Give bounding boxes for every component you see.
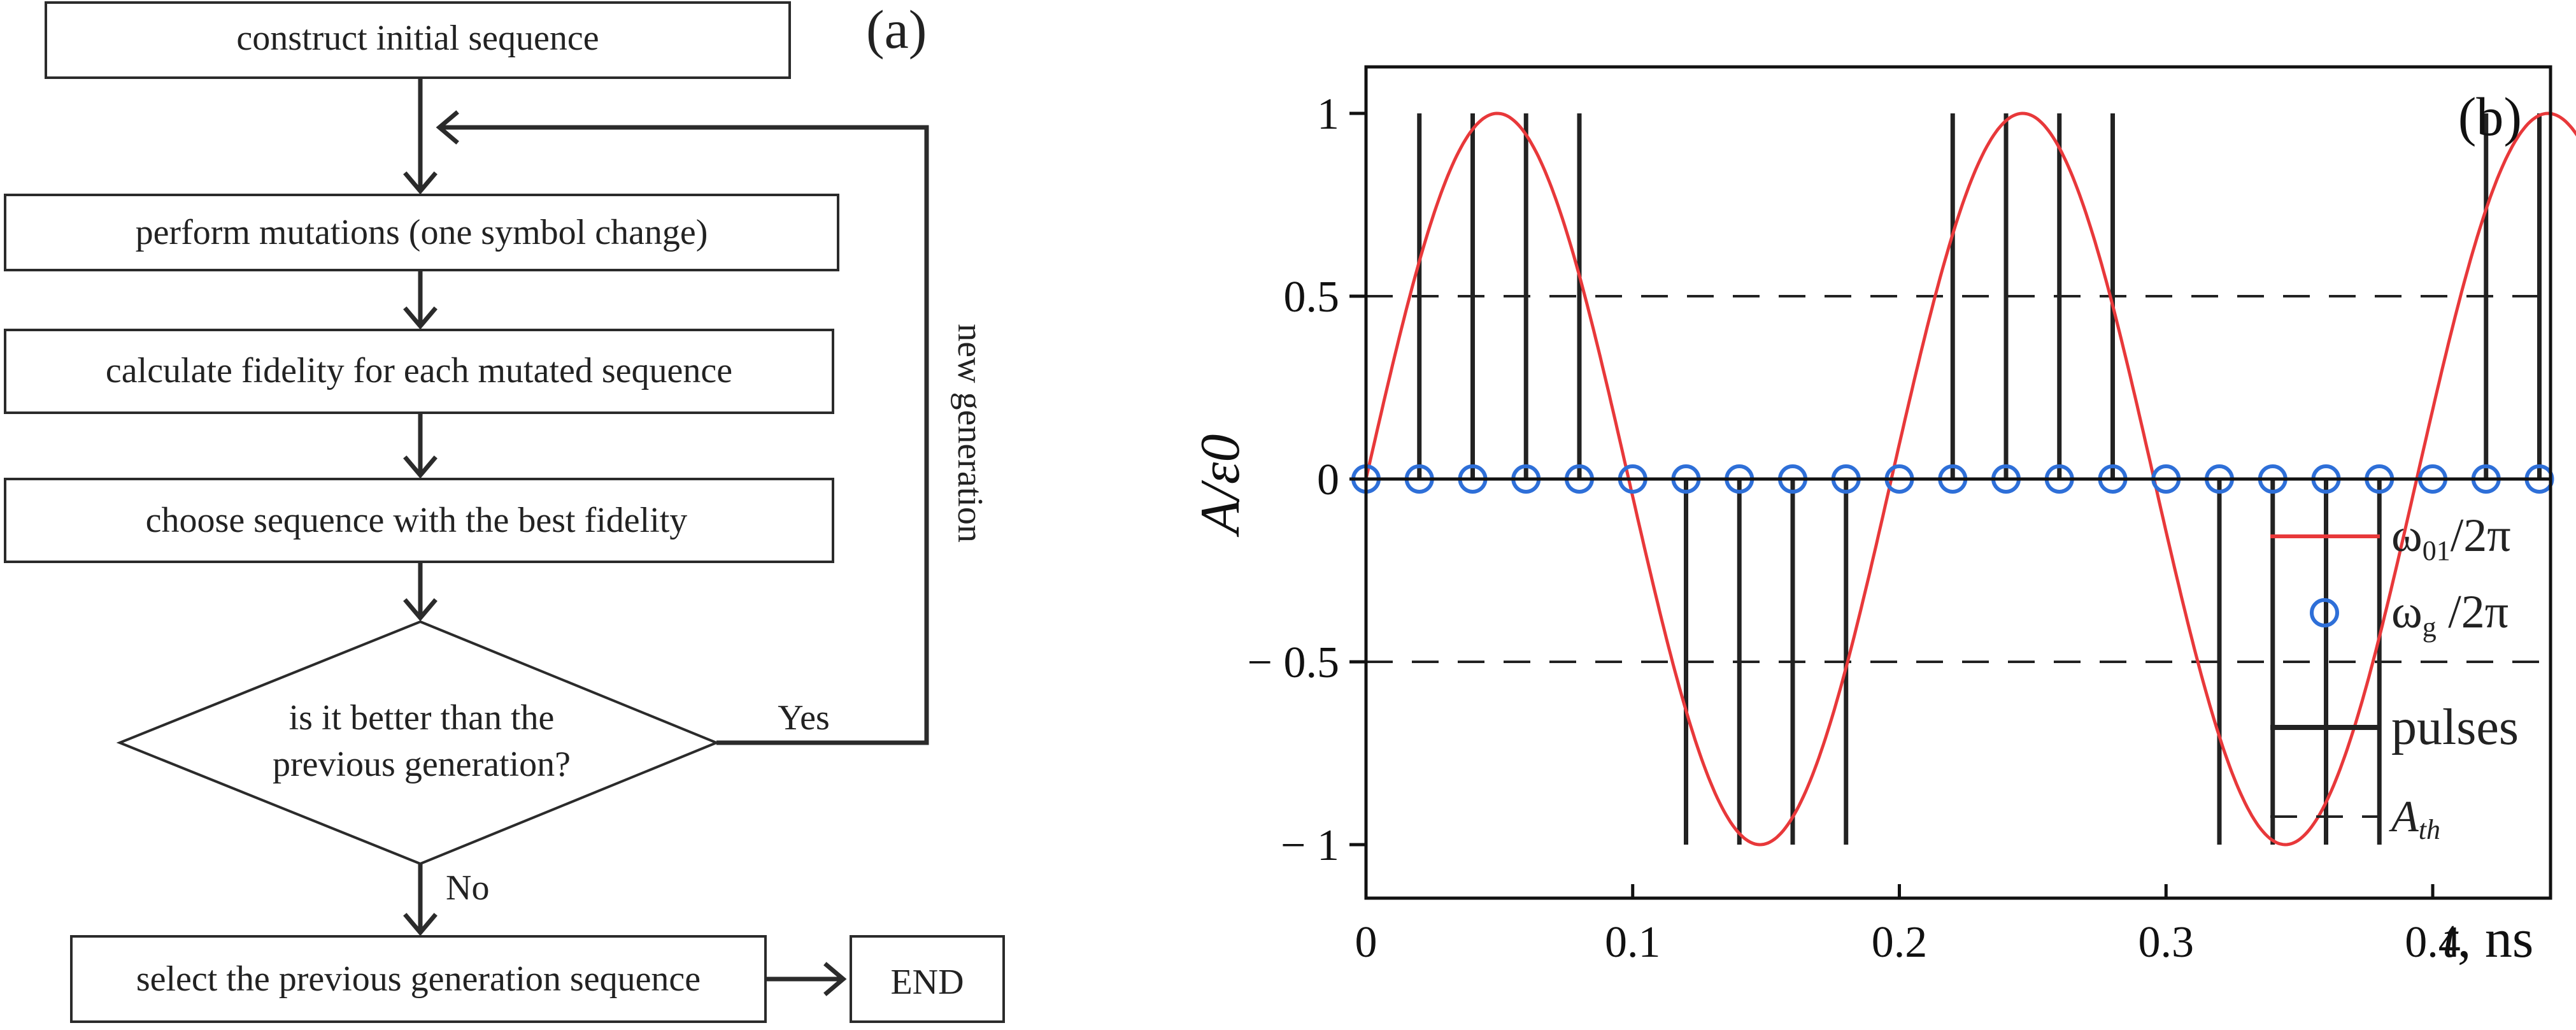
y-axis-label: A/ε0 — [1190, 434, 1251, 538]
ticks-layer: 0 0.1 0.2 0.3 0.4 1 0.5 0 − 0.5 − 1 — [1248, 90, 2461, 967]
y-tick-label: 0.5 — [1284, 273, 1340, 322]
chart-svg: 0 0.1 0.2 0.3 0.4 1 0.5 0 − 0.5 − 1 (b) A/ε0 t, n… — [1190, 65, 2576, 969]
legend: ω01/2π ωg /2π pulses Ath — [2270, 510, 2519, 845]
yes-loop-line — [439, 125, 929, 745]
y-tick-label: 1 — [1317, 90, 1339, 139]
arrowhead-fidelity — [403, 306, 438, 330]
decision-line1: is it better than the — [289, 698, 555, 738]
legend-label-sine: ω01/2π — [2391, 510, 2511, 566]
x-axis-label: t, ns — [2442, 908, 2533, 969]
select-previous-label: select the previous generation sequence — [136, 959, 701, 999]
decision-diamond — [116, 620, 720, 866]
legend-threshold-sub: th — [2419, 814, 2440, 845]
flowchart-panel: (a) construct initial sequence perform m… — [0, 0, 1044, 1027]
x-tick-label: 0.3 — [2138, 918, 2195, 967]
fidelity-box — [4, 329, 834, 414]
chart-panel: 0 0.1 0.2 0.3 0.4 1 0.5 0 − 0.5 − 1 (b) A/ε0 t, n… — [1134, 0, 2576, 1027]
sine-series-line — [1364, 111, 2576, 847]
x-tick-label: 0.1 — [1605, 918, 1661, 967]
decision-line2: previous generation? — [273, 745, 571, 784]
end-box — [850, 935, 1005, 1023]
legend-markers-main: ω — [2391, 586, 2423, 638]
y-tick-label: 0 — [1317, 455, 1339, 504]
legend-label-markers: ωg /2π — [2391, 586, 2508, 643]
arrowhead-end — [823, 962, 847, 996]
x-axis-label-unit: , ns — [2458, 908, 2533, 969]
construct-box — [45, 1, 791, 79]
legend-markers-sub: g — [2423, 612, 2437, 643]
choose-label: choose sequence with the best fidelity — [146, 501, 688, 540]
fidelity-label: calculate fidelity for each mutated sequ… — [106, 351, 732, 390]
legend-sine-main: ω — [2391, 510, 2423, 562]
x-axis-label-var: t — [2442, 908, 2459, 969]
flowchart-svg: (a) construct initial sequence perform m… — [4, 0, 1005, 1023]
panel-label-b: (b) — [2458, 86, 2522, 147]
x-tick-label: 0.4 — [2405, 918, 2461, 967]
panel-label-a: (a) — [866, 0, 927, 60]
legend-label-threshold: Ath — [2389, 792, 2440, 845]
y-axis-label-text: A/ε0 — [1190, 434, 1251, 538]
arrowhead-decision — [403, 598, 438, 622]
legend-markers-rest: /2π — [2437, 586, 2508, 638]
select-previous-box — [70, 935, 767, 1023]
legend-swatch-markers — [2310, 598, 2339, 627]
end-label: END — [890, 962, 964, 1002]
legend-sine-rest: /2π — [2451, 510, 2511, 562]
y-tick-label: − 1 — [1281, 821, 1339, 870]
new-generation-label: new generation — [950, 324, 990, 543]
construct-label: construct initial sequence — [236, 18, 599, 58]
arrowhead-choose — [403, 455, 438, 479]
arrowhead-mutate — [403, 171, 438, 195]
choose-box — [4, 478, 834, 563]
mutate-label: perform mutations (one symbol change) — [136, 213, 708, 252]
arrowhead-loop — [436, 110, 459, 145]
legend-label-pulses: pulses — [2391, 699, 2519, 755]
legend-threshold-main: A — [2389, 792, 2419, 841]
plot-frame — [1364, 65, 2552, 900]
yes-label: Yes — [778, 698, 829, 738]
arrowhead-no — [403, 913, 438, 936]
mutate-box — [4, 194, 839, 271]
legend-sine-sub: 01 — [2423, 535, 2451, 566]
plot-layer — [1351, 111, 2576, 847]
x-tick-label: 0 — [1355, 918, 1377, 967]
y-tick-label: − 0.5 — [1248, 638, 1339, 687]
x-tick-label: 0.2 — [1872, 918, 1928, 967]
no-label: No — [446, 868, 489, 908]
